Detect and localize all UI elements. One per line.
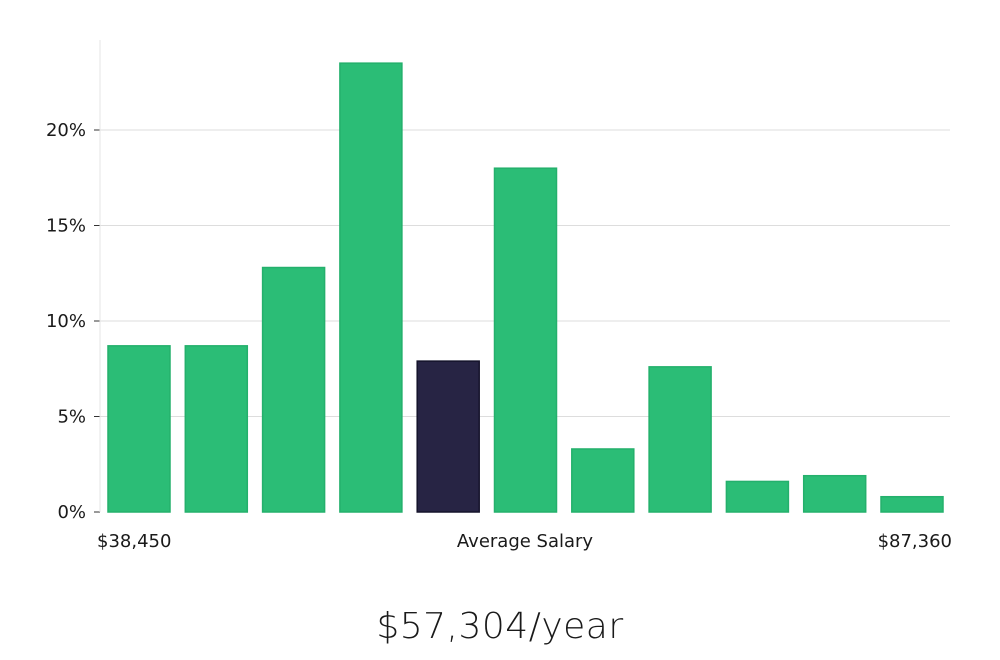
bar bbox=[802, 474, 867, 513]
bar bbox=[571, 448, 635, 513]
y-tick-label: 5% bbox=[57, 407, 86, 428]
salary-distribution-chart: 0% 5% 10% 15% 20% $38,450 Average Salary $87… bbox=[46, 40, 952, 552]
histogram-svg: 0% 5% 10% 15% 20% $38,450 Average Salary $87… bbox=[46, 40, 952, 552]
bar bbox=[261, 266, 326, 513]
x-label-max-salary: $87,360 bbox=[878, 531, 952, 552]
y-tick-label: 15% bbox=[46, 216, 86, 237]
bar bbox=[725, 480, 790, 513]
y-tick-label: 10% bbox=[46, 311, 86, 332]
bar bbox=[107, 345, 171, 513]
y-tick-label: 20% bbox=[46, 120, 86, 141]
y-tick-label: 0% bbox=[57, 502, 86, 523]
bar bbox=[493, 167, 558, 513]
bar bbox=[184, 345, 249, 513]
bar-average-salary bbox=[416, 360, 480, 513]
bar bbox=[339, 62, 403, 513]
bar bbox=[880, 495, 944, 513]
average-salary-headline: $57,304/year bbox=[376, 606, 624, 647]
y-axis-ticks: 0% 5% 10% 15% 20% bbox=[46, 120, 100, 523]
bars bbox=[107, 62, 944, 513]
bar bbox=[648, 366, 712, 513]
x-label-min-salary: $38,450 bbox=[97, 531, 171, 552]
x-label-average-salary: Average Salary bbox=[457, 531, 594, 552]
